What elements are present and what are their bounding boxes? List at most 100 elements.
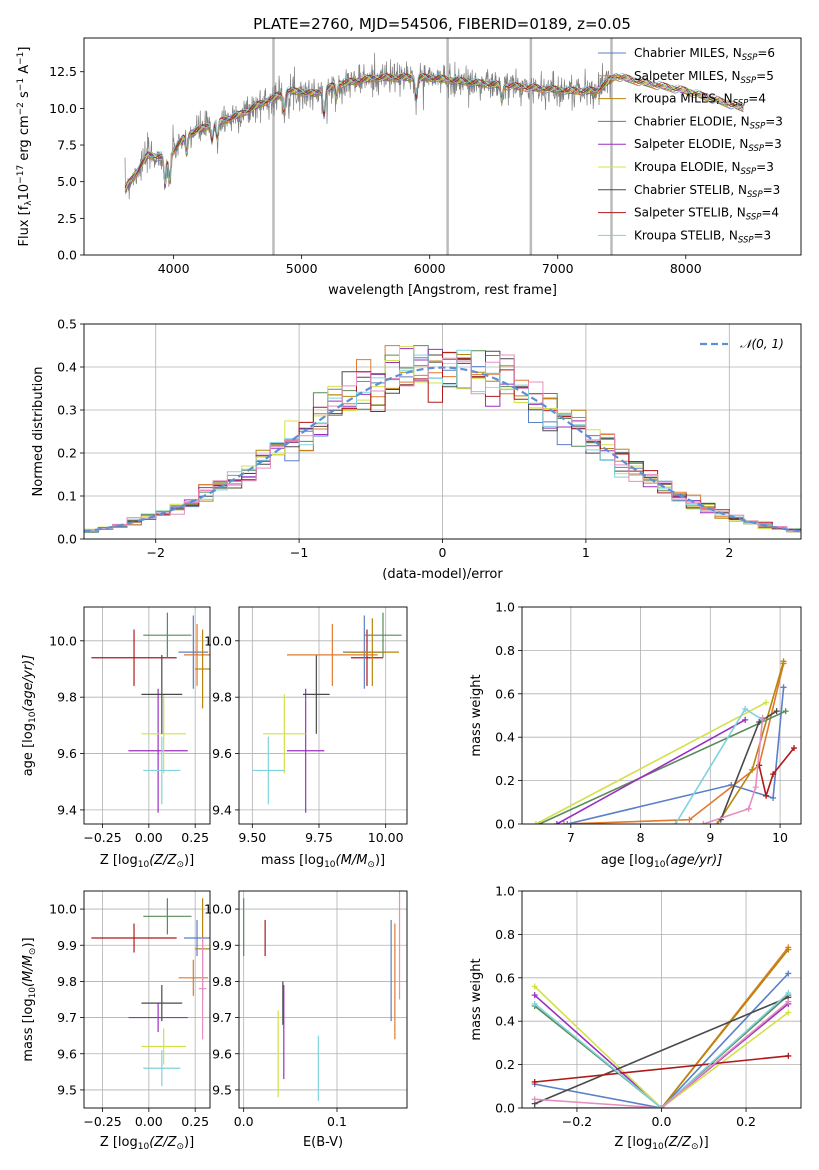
x-tick-label: 0.0 — [652, 1114, 672, 1129]
x-tick-label: 0.2 — [736, 1114, 756, 1129]
weight-line-0 — [534, 972, 789, 1108]
y-tick-label: 9.7 — [57, 1010, 77, 1025]
y-tick-label: 0.0 — [495, 1101, 515, 1116]
weight-line-3 — [539, 710, 787, 824]
x-axis-label: Z [log10(Z/Z⊙)] — [614, 1135, 708, 1152]
x-tick-label: 10 — [772, 830, 788, 845]
plot-frame — [521, 606, 802, 825]
weight-marker — [785, 998, 792, 1005]
y-tick-label: 0.2 — [495, 773, 515, 788]
errorbar-point — [184, 623, 210, 686]
weight-marker — [773, 708, 780, 715]
y-tick-label: 9.8 — [57, 974, 77, 989]
x-tick-label: 2 — [725, 545, 733, 560]
errorbar-point — [128, 1003, 188, 1033]
y-tick-label: 0.8 — [495, 927, 515, 942]
x-axis-label: wavelength [Angstrom, rest frame] — [328, 283, 557, 298]
weight-marker — [785, 989, 792, 996]
legend-entry: Salpeter STELIB, NSSP=4 — [634, 206, 779, 223]
weight-line-9 — [534, 1001, 789, 1108]
errorbar-point — [287, 688, 325, 813]
legend-entry: Kroupa STELIB, NSSP=3 — [634, 228, 771, 245]
errorbar-point — [364, 612, 402, 658]
legend-entry: Kroupa ELODIE, NSSP=3 — [634, 160, 774, 177]
y-tick-label: 10.0 — [49, 633, 77, 648]
y-axis-label: Normed distribution — [31, 367, 46, 497]
weight-marker — [531, 1078, 538, 1085]
residual-legend-entry: 𝒩(0, 1) — [740, 337, 784, 351]
y-tick-label: 9.8 — [57, 690, 77, 705]
errorbar-point — [184, 919, 210, 957]
weight-line-5 — [535, 701, 767, 824]
y-tick-label: 9.5 — [57, 1082, 77, 1097]
y-tick-label: 0.6 — [495, 686, 515, 701]
x-tick-label: 8000 — [670, 261, 702, 276]
weight-marker — [531, 1000, 538, 1007]
weight-marker — [785, 1009, 792, 1016]
weight-marker — [770, 771, 777, 778]
x-tick-label: 0 — [439, 545, 447, 560]
y-tick-label: 2.5 — [57, 211, 77, 226]
errorbar-point — [91, 629, 177, 686]
errorbar-point — [141, 654, 183, 734]
errorbar-point — [351, 629, 383, 686]
weight-marker — [752, 784, 759, 791]
legend-entry: Chabrier MILES, NSSP=6 — [634, 46, 775, 63]
x-axis-label: E(B-V) — [303, 1135, 343, 1150]
x-axis-label: mass [log10(M/M⊙)] — [261, 853, 385, 870]
weight-marker — [531, 1096, 538, 1103]
x-tick-label: −0.25 — [83, 830, 121, 845]
age-vs-mass-panel: 9.50 9.75 10.00 9.4 9.6 9.8 10.0 mass [log10(M/… — [204, 606, 408, 870]
x-tick-label: 1 — [582, 545, 590, 560]
errorbar-point — [263, 694, 306, 774]
weight-marker — [763, 699, 770, 706]
y-tick-label: 9.6 — [212, 1046, 232, 1061]
weight-marker — [745, 805, 752, 812]
errorbar-point — [178, 615, 209, 689]
errorbar-point — [141, 694, 186, 774]
y-tick-label: 0.5 — [57, 317, 77, 332]
legend-entry: Chabrier STELIB, NSSP=3 — [634, 183, 780, 200]
age-vs-metallicity-panel: −0.25 0.00 0.25 9.4 9.6 9.8 10.0 Z [log10(Z/Z⊙)… — [21, 606, 211, 870]
y-tick-label: 10.0 — [49, 101, 77, 116]
y-tick-label: 0.4 — [495, 1014, 515, 1029]
weight-line-5 — [534, 985, 789, 1108]
grid — [522, 890, 801, 1109]
figure-title: PLATE=2760, MJD=54506, FIBERID=0189, z=0… — [253, 15, 631, 33]
errorbar-point — [141, 985, 183, 1022]
y-axis-label: mass weight — [469, 674, 484, 756]
grid — [522, 606, 801, 825]
y-axis-label: Flux [fλ10−17 erg cm−2 s−1 A−1] — [16, 47, 34, 247]
model-spectrum-7 — [124, 73, 744, 186]
y-tick-label: 9.7 — [212, 1010, 232, 1025]
residuals-panel: −2 −1 0 1 2 0.0 0.1 0.2 0.3 0.4 0.5 (data-model)/er… — [31, 317, 802, 582]
weight-vs-age-panel: 7 8 9 10 0.0 0.2 0.4 0.6 0.8 1.0 age [log10(age/yr… — [469, 600, 802, 870]
y-axis-label: mass [log10(M/M⊙)] — [21, 937, 38, 1061]
errorbar-point — [195, 629, 210, 709]
y-tick-label: 7.5 — [57, 138, 77, 153]
y-tick-label: 0.6 — [495, 970, 515, 985]
legend-entry: Chabrier ELODIE, NSSP=3 — [634, 114, 783, 131]
plot-frame — [521, 890, 802, 1109]
x-axis-label: Z [log10(Z/Z⊙)] — [100, 1135, 194, 1152]
y-tick-label: 1.0 — [495, 600, 515, 615]
weight-line-4 — [556, 719, 746, 824]
grid — [84, 891, 210, 1108]
x-tick-label: 4000 — [158, 261, 190, 276]
weight-marker — [785, 970, 792, 977]
weight-line-7 — [758, 747, 795, 799]
plot-frame — [83, 37, 802, 256]
weight-marker — [686, 816, 693, 823]
y-tick-label: 9.4 — [212, 802, 232, 817]
plot-frame — [238, 606, 408, 825]
y-tick-label: 9.6 — [57, 1046, 77, 1061]
errorbar-point — [287, 623, 378, 686]
weight-marker — [553, 821, 560, 824]
y-tick-label: 10.0 — [204, 902, 232, 917]
errorbar-point — [178, 959, 209, 996]
x-tick-label: 7000 — [542, 261, 574, 276]
weight-marker — [785, 946, 792, 953]
errorbar-point — [303, 654, 330, 734]
plot-frame — [83, 890, 211, 1109]
